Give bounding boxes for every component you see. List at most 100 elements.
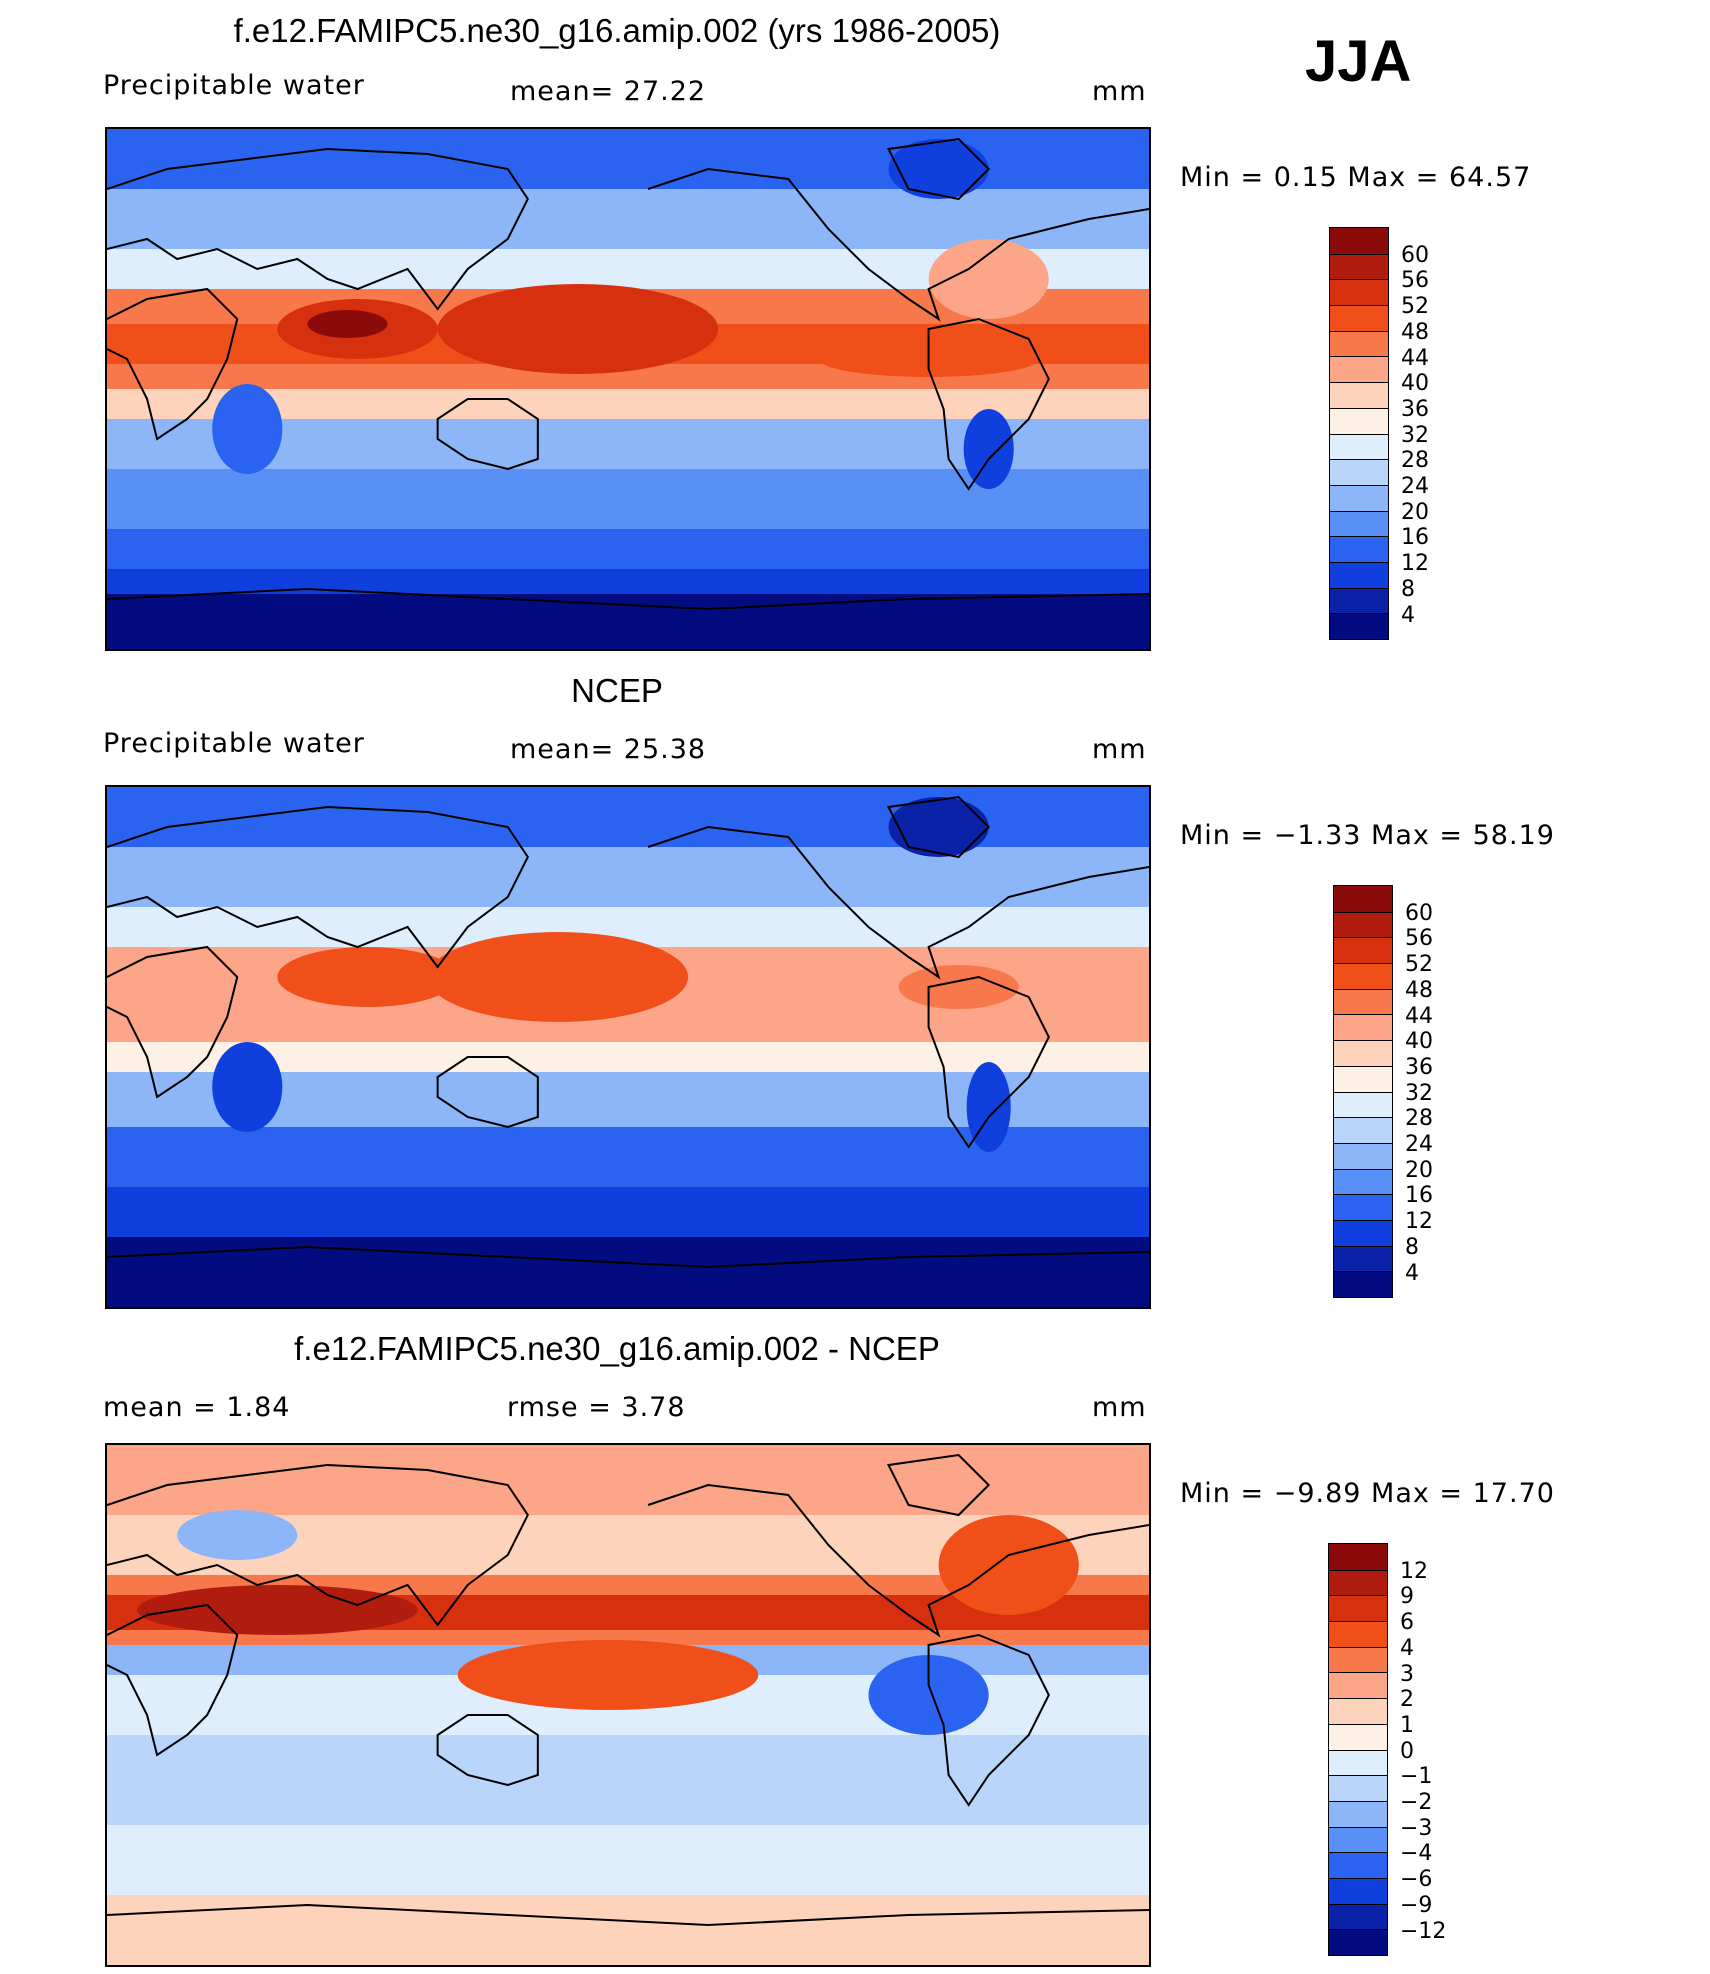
panel-2-mean-label: mean= 25.38 — [510, 734, 707, 765]
coast-eurasia — [107, 1463, 529, 1627]
coast-greenland — [886, 137, 991, 201]
colorbar-segment — [1329, 1775, 1387, 1801]
colorbar-segment — [1329, 1698, 1387, 1724]
colorbar-segment — [1330, 253, 1388, 280]
colorbar-tick-label: 0 — [1400, 1738, 1414, 1764]
colorbar-segment — [1334, 963, 1392, 989]
coast-africa — [107, 1603, 239, 1757]
coast-north-america — [647, 825, 1149, 980]
field-central-america — [898, 965, 1019, 1009]
colorbar-tick-label: 3 — [1400, 1661, 1414, 1687]
coastlines — [107, 1453, 1149, 1927]
coast-antarctica — [107, 1903, 1149, 1927]
colorbar-segment — [1329, 1800, 1387, 1827]
colorbar-tick-label: −12 — [1400, 1918, 1447, 1944]
field-band-arctic — [107, 787, 1149, 847]
colorbar-tick-label: 60 — [1405, 900, 1433, 926]
colorbar-tick-label: 40 — [1405, 1029, 1433, 1055]
field-band-north — [107, 1445, 1149, 1515]
colorbar-segment — [1329, 1852, 1387, 1878]
field-india-max — [307, 310, 388, 338]
colorbar-tick-label: −6 — [1400, 1867, 1433, 1893]
colorbar-tick-label: 36 — [1401, 396, 1429, 422]
field-band-arctic — [107, 129, 1149, 189]
colorbar-tick-label: 12 — [1400, 1558, 1428, 1584]
coast-eurasia — [107, 147, 529, 311]
colorbar-segment — [1334, 911, 1392, 938]
panel-3-mean-label: mean = 1.84 — [103, 1392, 291, 1423]
coast-greenland — [886, 1453, 991, 1517]
colorbar-tick-label: 9 — [1400, 1584, 1414, 1610]
colorbar-tick-label: −3 — [1400, 1815, 1433, 1841]
colorbar-tick-label: 24 — [1405, 1132, 1433, 1157]
colorbar-tick-label: 52 — [1401, 294, 1429, 320]
colorbar-tick-label: 44 — [1401, 345, 1429, 371]
colorbar-segment — [1329, 1544, 1387, 1570]
colorbar-tick-label: 20 — [1405, 1157, 1433, 1183]
panel-3-map-svg — [107, 1445, 1149, 1965]
panel-1-mean-label: mean= 27.22 — [510, 76, 707, 107]
colorbar-segment — [1329, 1903, 1387, 1930]
panel-3-colorbar-box — [1328, 1543, 1388, 1956]
colorbar-segment — [1329, 1621, 1387, 1647]
coast-greenland — [886, 795, 991, 859]
colorbar-tick-label: 6 — [1400, 1610, 1414, 1636]
coast-antarctica — [107, 587, 1149, 611]
field-band-south-high — [107, 529, 1149, 569]
field-gulf — [928, 239, 1049, 319]
panel-2-variable-label: Precipitable water — [103, 728, 365, 759]
field-india-monsoon — [277, 947, 458, 1007]
colorbar-segment — [1330, 587, 1388, 614]
panel-2-colorbar-box — [1333, 885, 1393, 1298]
field-europe-dry — [177, 1510, 298, 1560]
colorbar-tick-label: 32 — [1405, 1080, 1433, 1106]
colorbar-segment — [1329, 1929, 1387, 1955]
coastlines — [107, 137, 1149, 611]
colorbar-tick-label: −4 — [1400, 1841, 1433, 1867]
panel-1-title: f.e12.FAMIPC5.ne30_g16.amip.002 (yrs 198… — [233, 12, 1001, 49]
colorbar-segment — [1334, 1219, 1392, 1246]
panel-1-map-svg — [107, 129, 1149, 649]
colorbar-tick-label: 4 — [1401, 602, 1415, 628]
coast-south-america — [927, 975, 1050, 1149]
field-south-africa — [212, 384, 283, 474]
coastlines — [107, 795, 1149, 1269]
panel-3-minmax: Min = −9.89 Max = 17.70 — [1180, 1478, 1555, 1509]
colorbar-tick-label: 16 — [1405, 1183, 1433, 1209]
panel-2-units: mm — [1092, 734, 1147, 765]
colorbar-tick-label: −9 — [1400, 1892, 1433, 1918]
coast-north-america — [647, 167, 1149, 322]
colorbar-segment — [1329, 1826, 1387, 1853]
field-arabian-sea — [137, 1585, 418, 1635]
panel-1-variable-label: Precipitable water — [103, 70, 365, 101]
colorbar-tick-label: 4 — [1405, 1260, 1419, 1286]
colorbar-segment — [1334, 937, 1392, 964]
field-south-america-dry — [868, 1655, 989, 1735]
season-label: JJA — [1305, 29, 1412, 94]
field-warm-pool — [437, 284, 719, 374]
colorbar-tick-label: 12 — [1405, 1209, 1433, 1235]
coast-south-america — [927, 1633, 1050, 1807]
colorbar-segment — [1329, 1672, 1387, 1699]
colorbar-segment — [1330, 433, 1388, 460]
colorbar-segment — [1334, 1065, 1392, 1092]
colorbar-segment — [1334, 1271, 1392, 1297]
coast-australia — [436, 1714, 539, 1787]
field-band-antarctica — [107, 594, 1149, 649]
colorbar-segment — [1330, 330, 1388, 357]
panel-2-map-svg — [107, 787, 1149, 1307]
colorbar-tick-label: 56 — [1405, 926, 1433, 952]
panel-1-units: mm — [1092, 76, 1147, 107]
colorbar-segment — [1334, 988, 1392, 1015]
field-andes — [966, 1062, 1011, 1152]
colorbar-tick-label: 52 — [1405, 952, 1433, 978]
colorbar-segment — [1330, 484, 1388, 511]
colorbar-tick-label: 60 — [1401, 242, 1429, 268]
colorbar-tick-label: 40 — [1401, 371, 1429, 397]
colorbar-segment — [1334, 1194, 1392, 1220]
panel-3-rmse-label: rmse = 3.78 — [507, 1392, 686, 1423]
colorbar-tick-label: 28 — [1405, 1106, 1433, 1132]
panel-1-minmax: Min = 0.15 Max = 64.57 — [1180, 162, 1532, 193]
coast-australia — [436, 1056, 539, 1129]
coast-africa — [107, 945, 239, 1099]
